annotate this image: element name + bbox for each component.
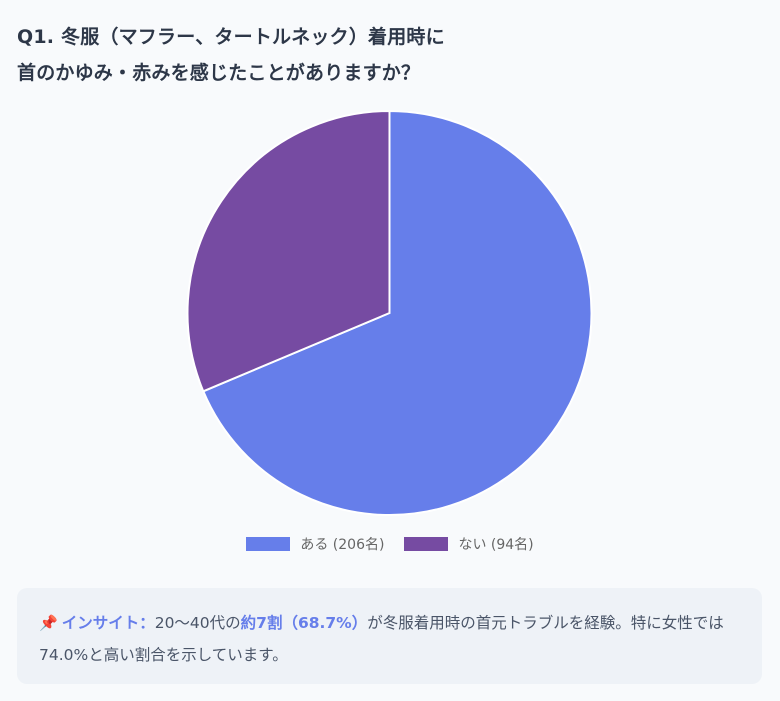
insight-label: インサイト： (61, 614, 155, 632)
pie-chart-canvas (186, 109, 593, 516)
pushpin-icon: 📌 (39, 614, 58, 632)
legend-swatch-yes (246, 537, 291, 551)
legend-item-no[interactable]: ない (94名) (404, 534, 534, 554)
legend-item-yes[interactable]: ある (206名) (246, 534, 384, 554)
question-title-line-2: 首のかゆみ・赤みを感じたことがありますか？ (17, 62, 421, 84)
insight-highlight: 約7割（68.7%） (240, 614, 368, 632)
insight-card: 📌 インサイト：20〜40代の約7割（68.7%）が冬服着用時の首元トラブルを経験… (17, 588, 762, 684)
insight-text-before: 20〜40代の (154, 614, 241, 632)
chart-legend: ある (206名) ない (94名) (0, 533, 780, 555)
insight-text-after: が冬服着用時の首元トラブルを経験。特に女性では74.0%と高い割合を示しています… (39, 614, 724, 664)
question-title-line-1: Q1. 冬服（マフラー、タートルネック）着用時に (17, 26, 445, 48)
legend-label-no: ない (94名) (458, 537, 534, 553)
legend-label-yes: ある (206名) (300, 537, 385, 553)
pie-chart (0, 100, 780, 525)
pie-slice-yes[interactable] (201, 109, 593, 516)
legend-swatch-no (404, 537, 449, 551)
question-title: Q1. 冬服（マフラー、タートルネック）着用時に 首のかゆみ・赤みを感じたことが… (17, 19, 577, 91)
pie-slice-no[interactable] (186, 109, 391, 393)
